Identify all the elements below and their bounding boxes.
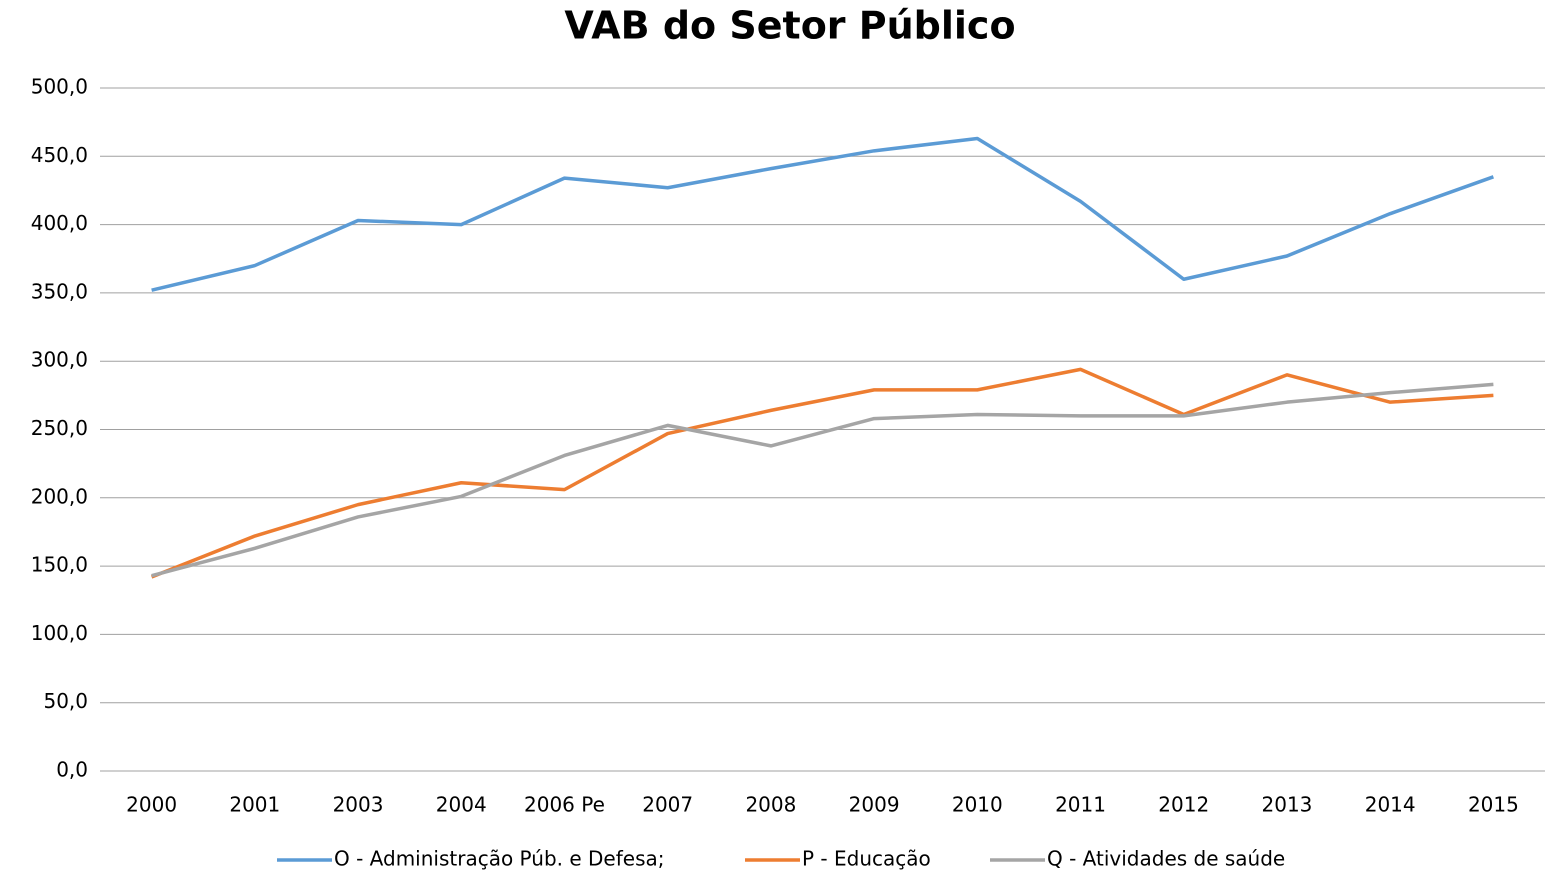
x-tick-label: 2010 bbox=[952, 793, 1003, 817]
x-tick-label: 2007 bbox=[642, 793, 693, 817]
x-tick-label: 2008 bbox=[745, 793, 796, 817]
y-tick-label: 100,0 bbox=[31, 621, 88, 645]
series-line bbox=[151, 136, 1494, 292]
x-tick-label: 2012 bbox=[1158, 793, 1209, 817]
y-tick-label: 350,0 bbox=[31, 279, 88, 303]
y-tick-label: 50,0 bbox=[43, 689, 88, 713]
x-tick-label: 2011 bbox=[1055, 793, 1106, 817]
y-tick-label: 0,0 bbox=[56, 758, 88, 782]
legend-label: P - Educação bbox=[802, 847, 931, 871]
x-tick-label: 2014 bbox=[1365, 793, 1416, 817]
x-tick-label: 2006 Pe bbox=[524, 793, 605, 817]
x-tick-label: 2015 bbox=[1468, 793, 1519, 817]
y-tick-label: 250,0 bbox=[31, 416, 88, 440]
y-tick-label: 300,0 bbox=[31, 348, 88, 372]
x-tick-label: 2009 bbox=[849, 793, 900, 817]
y-tick-label: 400,0 bbox=[31, 211, 88, 235]
series-line bbox=[151, 382, 1494, 578]
y-tick-label: 450,0 bbox=[31, 143, 88, 167]
y-tick-label: 150,0 bbox=[31, 553, 88, 577]
legend-label: Q - Atividades de saúde bbox=[1047, 847, 1285, 871]
y-tick-label: 500,0 bbox=[31, 75, 88, 99]
x-tick-label: 2013 bbox=[1262, 793, 1313, 817]
y-tick-label: 200,0 bbox=[31, 484, 88, 508]
series-line bbox=[150, 367, 1494, 579]
x-tick-label: 2003 bbox=[333, 793, 384, 817]
legend-label: O - Administração Púb. e Defesa; bbox=[334, 847, 664, 871]
chart-title: VAB do Setor Público bbox=[564, 4, 1015, 48]
x-tick-label: 2001 bbox=[229, 793, 280, 817]
x-tick-label: 2004 bbox=[436, 793, 487, 817]
x-tick-label: 2000 bbox=[126, 793, 177, 817]
